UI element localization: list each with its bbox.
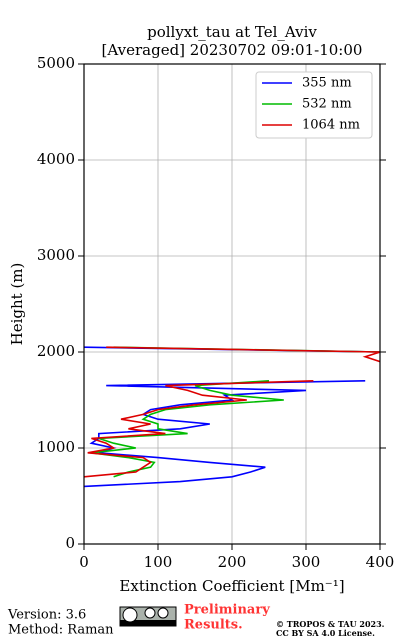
x-tick-label: 0 — [79, 553, 89, 571]
x-tick-label: 200 — [218, 553, 247, 571]
chart-subtitle: [Averaged] 20230702 09:01-10:00 — [102, 41, 363, 59]
legend-label: 1064 nm — [302, 118, 360, 133]
x-axis-label: Extinction Coefficient [Mm⁻¹] — [119, 577, 344, 595]
x-tick-label: 300 — [292, 553, 321, 571]
y-tick-label: 5000 — [37, 54, 75, 72]
cc-logo — [119, 606, 177, 627]
y-tick-label: 1000 — [37, 438, 75, 456]
legend-label: 532 nm — [302, 97, 352, 112]
license: © TROPOS & TAU 2023. — [276, 619, 385, 629]
method: Method: Raman — [8, 623, 114, 638]
license: CC BY SA 4.0 License. — [276, 628, 375, 638]
y-tick-label: 3000 — [37, 246, 75, 264]
y-tick-label: 4000 — [37, 150, 75, 168]
legend-label: 355 nm — [302, 76, 352, 91]
preliminary: Results. — [184, 618, 243, 633]
legend-box — [255, 71, 373, 139]
y-axis-label: Height (m) — [8, 263, 26, 346]
y-tick-label: 2000 — [37, 342, 75, 360]
version: Version: 3.6 — [7, 608, 86, 623]
x-tick-label: 400 — [366, 553, 395, 571]
plot-frame — [83, 63, 381, 545]
plot-area — [84, 333, 380, 488]
preliminary: Preliminary — [184, 603, 270, 618]
chart-title: pollyxt_tau at Tel_Aviv — [147, 23, 317, 41]
x-tick-label: 100 — [144, 553, 173, 571]
y-tick-label: 0 — [65, 534, 75, 552]
